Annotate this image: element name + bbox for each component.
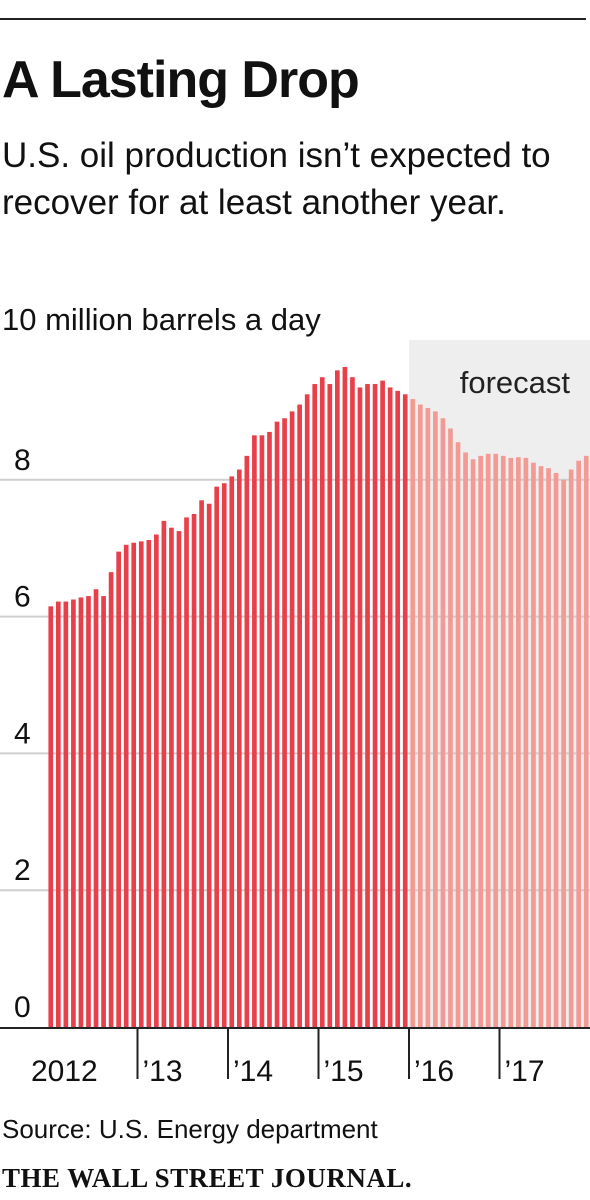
bar-2012-09 bbox=[108, 572, 114, 1027]
bar-2014-09 bbox=[289, 411, 295, 1027]
bar-2012-08 bbox=[101, 596, 106, 1027]
x-tick-label-1: ’13 bbox=[143, 1055, 183, 1088]
x-tick-label-3: ’15 bbox=[324, 1055, 364, 1088]
bar-2013-01 bbox=[138, 541, 144, 1027]
bar-2012-12 bbox=[131, 542, 137, 1027]
y-tick-label-4: 4 bbox=[14, 717, 31, 750]
bar-2015-03 bbox=[335, 370, 340, 1027]
bar-2017-10 bbox=[568, 469, 574, 1027]
bar-2017-06 bbox=[538, 466, 544, 1027]
bar-2012-06 bbox=[86, 596, 91, 1027]
bar-2012-10 bbox=[116, 551, 121, 1027]
bar-2014-07 bbox=[274, 421, 280, 1027]
bar-2015-02 bbox=[327, 384, 333, 1027]
bar-2016-10 bbox=[478, 455, 483, 1027]
source-note: Source: U.S. Energy department bbox=[2, 1114, 378, 1144]
bar-2016-11 bbox=[485, 453, 491, 1027]
bar-2016-05 bbox=[440, 418, 446, 1027]
bar-2012-03 bbox=[63, 601, 69, 1027]
bar-2012-01 bbox=[48, 606, 54, 1027]
bar-2015-01 bbox=[319, 377, 325, 1027]
bar-2015-09 bbox=[380, 380, 385, 1027]
bar-2016-03 bbox=[425, 407, 431, 1028]
y-tick-label-8: 8 bbox=[14, 444, 31, 477]
bar-chart: 0 2 4 6 8 forecast 2012 ’13 ’14 ’15 ’16 ’17 bbox=[0, 340, 590, 1088]
bar-2013-06 bbox=[176, 531, 182, 1027]
y-tick-label-6: 6 bbox=[14, 581, 31, 614]
bar-2017-02 bbox=[508, 457, 514, 1027]
bar-2015-07 bbox=[365, 384, 370, 1027]
bar-2014-05 bbox=[259, 435, 265, 1028]
bar-2017-07 bbox=[546, 468, 551, 1027]
publisher-brand: THE WALL STREET JOURNAL. bbox=[2, 1163, 413, 1193]
bar-2013-04 bbox=[161, 520, 167, 1027]
bar-2012-04 bbox=[71, 599, 76, 1027]
bar-2015-10 bbox=[387, 387, 393, 1028]
top-rule bbox=[0, 18, 586, 20]
forecast-band bbox=[409, 340, 590, 1027]
bar-2014-12 bbox=[312, 384, 318, 1027]
y-axis-unit-label: 10 million barrels a day bbox=[2, 302, 321, 337]
bar-2015-04 bbox=[342, 366, 348, 1027]
bar-2012-07 bbox=[93, 589, 99, 1027]
bar-2014-11 bbox=[304, 394, 310, 1027]
forecast-label: forecast bbox=[460, 365, 571, 400]
chart-subtitle: U.S. oil production isn’t expected to re… bbox=[2, 136, 551, 222]
bar-2014-10 bbox=[297, 404, 302, 1027]
bar-2016-07 bbox=[455, 442, 461, 1027]
bar-2016-02 bbox=[417, 404, 423, 1027]
bar-2013-10 bbox=[206, 503, 212, 1027]
bar-2017-11 bbox=[576, 460, 582, 1027]
bar-2016-04 bbox=[433, 411, 438, 1027]
bar-2015-06 bbox=[357, 387, 363, 1028]
bar-2013-08 bbox=[191, 514, 197, 1027]
bar-2016-12 bbox=[493, 453, 499, 1027]
bar-2016-09 bbox=[470, 459, 476, 1027]
bar-2015-11 bbox=[395, 390, 401, 1027]
bar-2012-02 bbox=[55, 601, 61, 1027]
bar-2016-06 bbox=[448, 428, 453, 1027]
bar-2012-05 bbox=[78, 597, 84, 1027]
bar-2016-01 bbox=[410, 399, 416, 1027]
bar-2015-05 bbox=[350, 377, 355, 1027]
bar-2017-05 bbox=[531, 462, 536, 1027]
bar-2013-03 bbox=[154, 534, 159, 1027]
y-tick-label-2: 2 bbox=[14, 854, 31, 887]
x-tick-label-5: ’17 bbox=[505, 1055, 545, 1088]
bar-2013-11 bbox=[214, 486, 220, 1027]
y-tick-label-0: 0 bbox=[14, 991, 31, 1024]
bar-2014-04 bbox=[252, 435, 257, 1028]
bar-2012-11 bbox=[123, 544, 129, 1027]
bar-2013-02 bbox=[146, 539, 152, 1027]
bar-2016-08 bbox=[463, 452, 468, 1027]
bar-2015-08 bbox=[372, 384, 378, 1027]
bar-2017-08 bbox=[553, 472, 559, 1027]
bar-2014-03 bbox=[244, 455, 250, 1027]
bar-2014-01 bbox=[229, 476, 235, 1027]
bar-2017-01 bbox=[500, 455, 506, 1027]
bar-2013-07 bbox=[184, 517, 189, 1027]
bar-2017-12 bbox=[583, 455, 589, 1027]
x-tick-label-4: ’16 bbox=[414, 1055, 454, 1088]
bar-2014-02 bbox=[236, 469, 242, 1027]
bar-2015-12 bbox=[402, 394, 408, 1027]
x-tick-label-2: ’14 bbox=[233, 1055, 273, 1088]
bar-2013-05 bbox=[169, 527, 174, 1027]
bar-2013-09 bbox=[199, 500, 204, 1027]
chart-title: A Lasting Drop bbox=[2, 51, 360, 109]
bar-2017-09 bbox=[561, 479, 566, 1027]
bar-2013-12 bbox=[221, 483, 227, 1028]
x-tick-label-0: 2012 bbox=[31, 1055, 98, 1088]
bar-2014-06 bbox=[267, 431, 272, 1027]
bar-2017-04 bbox=[523, 457, 529, 1027]
bar-2017-03 bbox=[516, 457, 521, 1027]
bar-2014-08 bbox=[282, 418, 287, 1027]
